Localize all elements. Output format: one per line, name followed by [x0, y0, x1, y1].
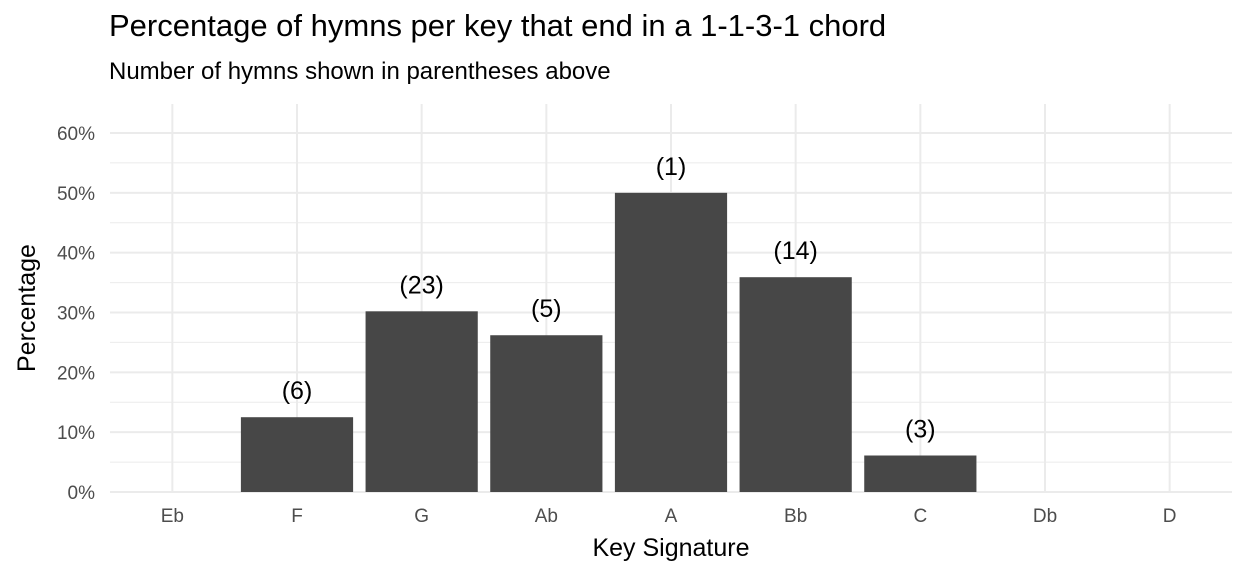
x-tick-label: Bb — [784, 506, 807, 527]
x-tick-label: Db — [1033, 506, 1057, 527]
bar — [365, 311, 478, 492]
y-tick-label: 30% — [57, 304, 95, 325]
y-axis-title: Percentage — [13, 244, 41, 372]
bar — [739, 277, 852, 492]
x-axis-title: Key Signature — [592, 534, 749, 562]
bar — [240, 417, 354, 492]
y-tick-label: 60% — [57, 124, 95, 145]
bar-count-label: (6) — [282, 377, 313, 405]
bar-count-label: (5) — [531, 295, 562, 323]
bar-count-label: (23) — [399, 271, 443, 299]
bar-count-label: (3) — [905, 416, 936, 444]
x-tick-label: F — [291, 506, 303, 527]
x-tick-label: D — [1163, 506, 1177, 527]
y-tick-label: 10% — [57, 423, 95, 444]
y-tick-label: 40% — [57, 244, 95, 265]
y-tick-label: 20% — [57, 363, 95, 384]
bar-count-label: (1) — [656, 153, 687, 181]
x-tick-label: C — [913, 506, 927, 527]
x-tick-label: A — [665, 506, 678, 527]
chart-subtitle: Number of hymns shown in parentheses abo… — [109, 58, 611, 85]
x-tick-label: Eb — [161, 506, 184, 527]
bar — [864, 455, 977, 492]
y-tick-label: 0% — [68, 483, 96, 504]
y-tick-label: 50% — [57, 184, 95, 205]
chart-title: Percentage of hymns per key that end in … — [109, 8, 887, 43]
bar-count-label: (14) — [773, 237, 817, 265]
bar — [490, 335, 603, 492]
x-tick-label: Ab — [535, 506, 558, 527]
x-tick-label: G — [414, 506, 429, 527]
bar — [614, 192, 728, 493]
